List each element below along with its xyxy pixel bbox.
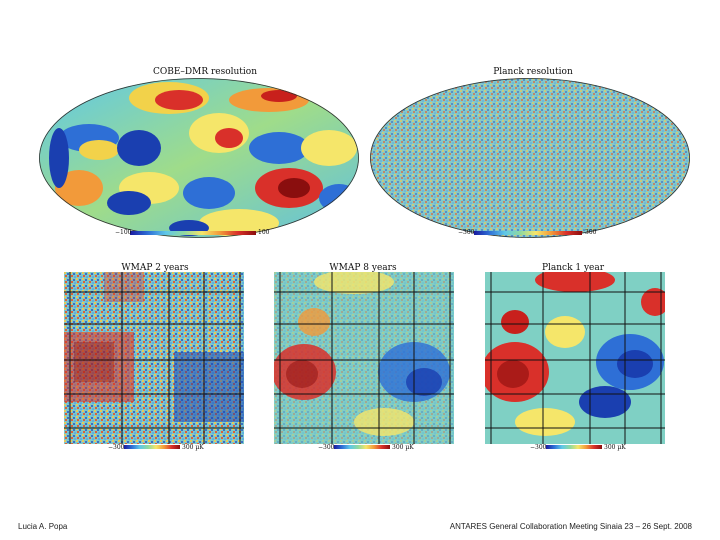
planck1-title: Planck 1 year [541,263,605,273]
planck1-scale-max: 300 µK [604,444,626,451]
wmap2-title: WMAP 2 years [121,263,189,273]
wmap2-scale-min: −300 [108,444,125,451]
wmap2-patch [64,272,244,444]
planck-full-scale-max: 300 [585,229,597,236]
cobe-colorbar [130,231,256,235]
cobe-title: COBE–DMR resolution [152,67,258,77]
planck1-scale-min: −300 [530,444,547,451]
planck-full-colorbar [474,231,582,235]
cobe-scale-min: −100 [115,229,132,236]
wmap8-colorbar [334,445,390,449]
planck1-colorbar [546,445,602,449]
wmap8-patch [274,272,454,444]
wmap8-scale-max: 300 µK [392,444,414,451]
planck-sky-map [370,78,690,238]
planck-resolution-title: Planck resolution [493,67,573,77]
planck1-patch [485,272,665,444]
cobe-scale-max: 100 [258,229,270,236]
wmap2-scale-max: 300 µK [182,444,204,451]
footer-author: Lucia A. Popa [18,522,68,531]
wmap8-scale-min: −300 [318,444,335,451]
wmap2-colorbar [124,445,180,449]
footer-event: ANTARES General Collaboration Meeting Si… [449,522,692,531]
wmap8-title: WMAP 8 years [329,263,397,273]
cobe-sky-map [39,78,359,238]
planck-full-scale-min: −300 [458,229,475,236]
